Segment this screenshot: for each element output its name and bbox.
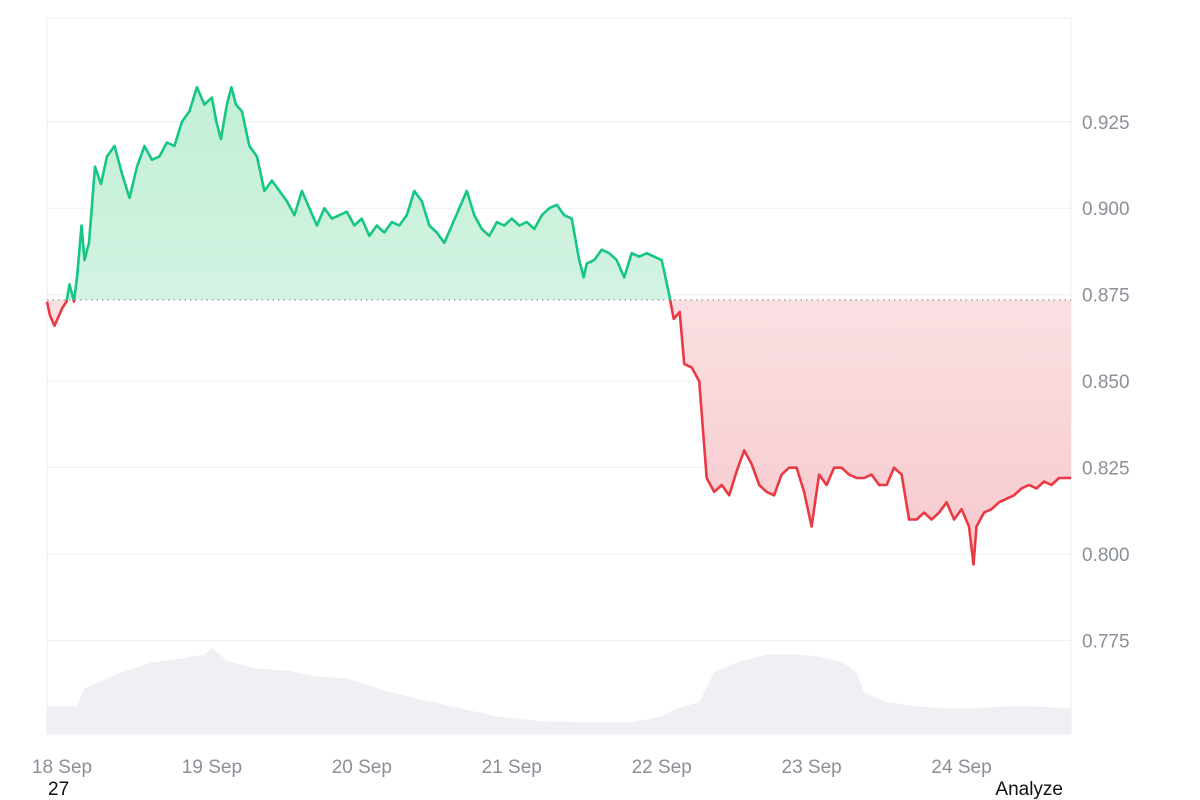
y-tick-label: 0.925 — [1082, 113, 1130, 134]
volume-area — [47, 647, 1071, 734]
x-axis-ticks: 18 Sep 19 Sep 20 Sep 21 Sep 22 Sep 23 Sep 24 S… — [32, 757, 992, 778]
y-tick-label: 0.850 — [1082, 372, 1130, 393]
x-tick-label: 23 Sep — [782, 757, 842, 778]
x-tick-label: 22 Sep — [632, 757, 692, 778]
price-line-up — [65, 85, 672, 300]
volume-area-shape — [47, 647, 1071, 734]
y-tick-label: 0.875 — [1082, 286, 1130, 307]
x-tick-label: 19 Sep — [182, 757, 242, 778]
x-tick-label: 18 Sep — [32, 757, 92, 778]
price-line — [45, 85, 1071, 566]
footer-left-text: 27 — [48, 779, 70, 800]
price-fill-up — [47, 87, 1071, 300]
y-tick-label: 0.825 — [1082, 459, 1130, 480]
y-tick-label: 0.775 — [1082, 632, 1130, 653]
x-tick-label: 21 Sep — [482, 757, 542, 778]
y-tick-label: 0.800 — [1082, 545, 1130, 566]
y-tick-label: 0.900 — [1082, 199, 1130, 220]
x-tick-label: 24 Sep — [931, 757, 991, 778]
x-tick-label: 20 Sep — [332, 757, 392, 778]
analyze-link[interactable]: Analyze — [995, 779, 1063, 800]
y-axis-ticks: 0.775 0.800 0.825 0.850 0.875 0.900 0.925 — [1082, 113, 1130, 653]
price-fill — [47, 87, 1071, 565]
price-line-down — [45, 299, 1071, 566]
